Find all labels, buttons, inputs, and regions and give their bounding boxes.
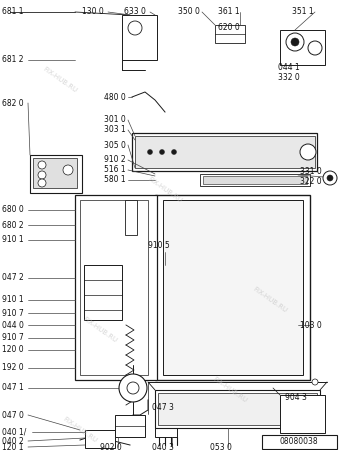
Text: 680 0: 680 0 (2, 206, 24, 215)
Text: 047 0: 047 0 (2, 410, 24, 419)
Bar (80, 200, 148, 375)
Bar (115, 415, 145, 437)
Text: FIX-HUB.RU: FIX-HUB.RU (212, 376, 248, 404)
Text: 120 0: 120 0 (2, 346, 24, 355)
Text: 044 0: 044 0 (2, 320, 24, 329)
Circle shape (38, 179, 46, 187)
Text: 681 2: 681 2 (2, 55, 23, 64)
Bar (132, 133, 317, 171)
Bar (155, 415, 177, 437)
Text: 910 1: 910 1 (2, 235, 24, 244)
Bar (200, 174, 310, 186)
Text: 053 0: 053 0 (210, 442, 232, 450)
Text: 350 0: 350 0 (178, 8, 200, 17)
Text: 910 7: 910 7 (2, 333, 24, 342)
Text: 103 0: 103 0 (300, 320, 322, 329)
Text: 351 1: 351 1 (292, 8, 314, 17)
Circle shape (127, 382, 139, 394)
Text: 130 0: 130 0 (82, 8, 104, 17)
Circle shape (119, 374, 147, 402)
Text: 040 1/: 040 1/ (2, 428, 26, 436)
Bar (163, 200, 303, 375)
Circle shape (172, 149, 176, 154)
Circle shape (291, 38, 299, 46)
Text: FIX-HUB.RU: FIX-HUB.RU (252, 286, 288, 314)
Text: 910 7: 910 7 (2, 309, 24, 318)
Circle shape (128, 21, 142, 35)
Bar (280, 395, 325, 433)
Bar (135, 136, 315, 168)
Bar (122, 15, 157, 60)
Text: 904 3: 904 3 (285, 393, 307, 402)
Text: FIX-HUB.RU: FIX-HUB.RU (42, 66, 78, 94)
Circle shape (38, 171, 46, 179)
Circle shape (300, 144, 316, 160)
Text: 902 0: 902 0 (100, 442, 122, 450)
Bar (75, 195, 157, 380)
Text: 192 0: 192 0 (2, 364, 24, 373)
Bar (203, 176, 307, 184)
Bar (85, 430, 115, 448)
Text: 910 1: 910 1 (2, 296, 24, 305)
Circle shape (286, 33, 304, 51)
Text: 580 1: 580 1 (104, 176, 126, 184)
Bar (33, 158, 77, 188)
Bar (125, 200, 137, 235)
Text: 120 1: 120 1 (2, 442, 23, 450)
Text: 516 1: 516 1 (104, 166, 126, 175)
Circle shape (160, 149, 164, 154)
Circle shape (308, 41, 322, 55)
Text: 681 1: 681 1 (2, 8, 23, 17)
Text: 301 0: 301 0 (104, 116, 126, 125)
Text: 910 2: 910 2 (104, 156, 126, 165)
Bar (155, 390, 320, 428)
Circle shape (147, 149, 153, 154)
Bar (280, 30, 325, 65)
Text: 047 1: 047 1 (2, 383, 24, 392)
Text: FIX-HUB.RU: FIX-HUB.RU (82, 316, 118, 344)
Circle shape (327, 175, 333, 181)
Text: 305 0: 305 0 (104, 140, 126, 149)
Text: FIX-HUB.RU: FIX-HUB.RU (147, 176, 183, 204)
Circle shape (323, 171, 337, 185)
Bar (155, 195, 310, 380)
Text: 047 2: 047 2 (2, 274, 24, 283)
Bar (30, 155, 82, 193)
Text: 040 2: 040 2 (2, 436, 24, 446)
Text: FIX-HUB.RU: FIX-HUB.RU (62, 416, 98, 444)
Circle shape (312, 379, 318, 385)
Text: 620 0: 620 0 (218, 23, 240, 32)
Circle shape (38, 161, 46, 169)
Text: 480 0: 480 0 (104, 93, 126, 102)
Circle shape (63, 165, 73, 175)
Bar (262, 435, 337, 449)
Bar (158, 393, 317, 425)
Text: 303 1: 303 1 (104, 126, 126, 135)
Text: 040 3: 040 3 (152, 442, 174, 450)
Text: 682 0: 682 0 (2, 99, 24, 108)
Text: 047 3: 047 3 (152, 404, 174, 413)
Text: 331 0: 331 0 (300, 167, 322, 176)
Text: 633 0: 633 0 (124, 8, 146, 17)
Bar (84, 265, 122, 320)
Text: 680 2: 680 2 (2, 220, 24, 230)
Bar (215, 25, 245, 43)
Text: 322 0: 322 0 (300, 177, 322, 186)
Text: 332 0: 332 0 (278, 73, 300, 82)
Text: 910 5: 910 5 (148, 240, 170, 249)
Text: 08080038: 08080038 (280, 437, 318, 446)
Text: 361 1: 361 1 (218, 8, 240, 17)
Text: 044 1: 044 1 (278, 63, 300, 72)
